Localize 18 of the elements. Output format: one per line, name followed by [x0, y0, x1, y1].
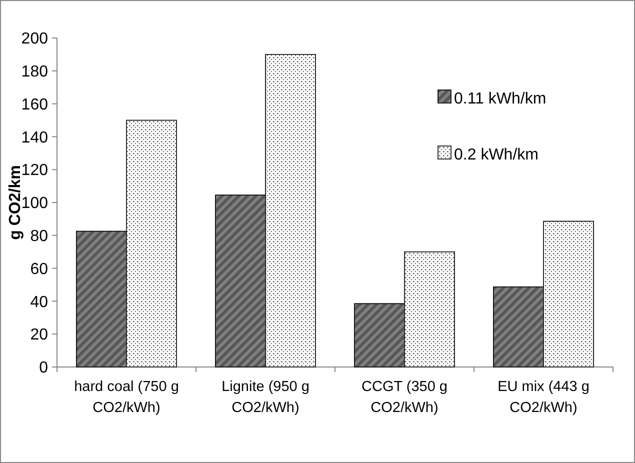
x-tick-label: hard coal (750 g CO2/kWh)	[74, 379, 179, 416]
y-tick-label: 180	[21, 64, 48, 80]
y-tick-label: 0	[39, 360, 48, 377]
y-tick-label: 100	[21, 195, 48, 212]
y-tick-label: 20	[30, 326, 48, 344]
x-tick-label: EU mix (443 g CO2/kWh)	[498, 379, 590, 416]
y-tick-label: 80	[30, 228, 48, 245]
x-tick-label: Lignite (950 g CO2/kWh)	[222, 379, 310, 416]
y-tick-label: 200	[21, 30, 48, 48]
y-axis-title: g CO2/km	[7, 165, 24, 240]
y-tick-label: 60	[30, 260, 48, 278]
y-tick-label: 120	[21, 162, 48, 180]
y-tick-label: 160	[21, 96, 48, 114]
legend-label: 0.2 kWh/km	[454, 146, 538, 164]
y-tick-label: 140	[21, 129, 48, 146]
y-tick-label: 40	[30, 294, 48, 311]
x-tick-label: CCGT (350 g CO2/kWh)	[362, 379, 448, 416]
legend-label: 0.11 kWh/km	[454, 90, 546, 108]
